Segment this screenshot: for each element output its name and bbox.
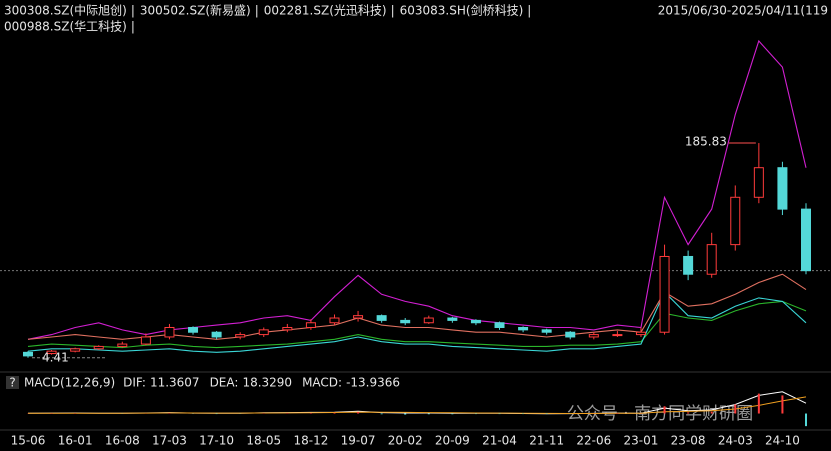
price-line [27,39,807,340]
legend-separator: | [255,4,259,18]
x-tick-label: 24-03 [718,434,753,448]
candle-body [706,244,717,275]
macd-legend-value: 18.3290 [242,376,292,390]
price-line [27,273,807,340]
date-range: 2015/06/30-2025/04/11(119 [658,4,828,18]
candle-body [659,255,670,333]
price-line [27,291,807,353]
legend-entry: 000988.SZ(华工科技) [4,20,127,34]
legend-entry: 603083.SH(剑桥科技) [400,3,524,18]
candle-body [305,322,316,328]
x-tick-label: 23-08 [671,434,706,448]
candle-body [70,348,81,352]
candle-body [494,322,505,328]
help-icon[interactable]: ? [9,376,15,390]
candle-body [801,208,811,272]
candle-body [353,315,364,319]
candle-body [258,329,269,336]
candle-body [400,319,411,324]
watermark: 公众号 · 南方同学财研圈 [567,404,753,424]
candle-body [235,334,246,338]
candle-body [541,329,552,333]
legend-entry: 300502.SZ(新易盛) [140,3,251,18]
candle-body [753,167,764,198]
macd-title: MACD(12,26,9) [24,376,115,390]
x-tick-label: 18-12 [293,434,328,448]
legend-separator: | [527,4,531,18]
x-tick-label: 23-01 [624,434,659,448]
candle-body [46,350,57,355]
legend-separator: | [131,4,135,18]
x-tick-label: 24-10 [765,434,800,448]
candle-body [565,331,576,338]
candle-body [518,326,529,331]
x-tick-label: 22-06 [576,434,611,448]
x-tick-label: 17-10 [199,434,234,448]
legend-entry: 300308.SZ(中际旭创) [4,3,127,18]
candle-body [423,317,434,324]
x-tick-label: 16-01 [58,434,93,448]
macd-legend-value: 11.3607 [150,376,200,390]
x-tick-label: 15-06 [11,434,46,448]
candle-body [683,255,694,275]
candle-body [140,336,151,345]
candle-body [211,331,222,338]
price-line [27,300,807,349]
candle-body [730,196,741,246]
legend-separator: | [391,4,395,18]
macd-legend-name: DIF: [123,376,146,390]
candle-body [329,317,340,324]
candle-body [588,334,599,338]
x-tick-label: 16-08 [105,434,140,448]
high-label: 185.83 [685,135,727,149]
help-box[interactable] [6,376,19,389]
macd-legend-value: -13.9366 [346,376,400,390]
candle-body [447,317,458,321]
legend-separator: | [131,20,135,34]
candle-body [376,315,387,321]
macd-legend-name: DEA: [210,376,239,390]
x-tick-label: 19-07 [341,434,376,448]
macd-legend-name: MACD: [302,376,342,390]
candle-body [612,334,623,337]
candle-body [635,331,646,336]
candle-body [777,167,788,210]
candle-body [282,326,293,331]
x-tick-label: 21-04 [482,434,517,448]
candle-body [93,345,104,350]
x-tick-label: 17-03 [152,434,187,448]
candle-body [188,326,199,333]
legend-entry: 002281.SZ(光迅科技) [264,4,387,18]
candle-body [164,326,175,338]
x-tick-label: 21-11 [529,434,564,448]
low-label: 4.41 [42,350,69,364]
x-tick-label: 20-09 [435,434,470,448]
x-tick-label: 18-05 [246,434,281,448]
candle-body [470,319,481,324]
x-tick-label: 20-02 [388,434,423,448]
macd-line [28,396,807,414]
candle-body [23,351,33,357]
candle-body [117,343,128,347]
